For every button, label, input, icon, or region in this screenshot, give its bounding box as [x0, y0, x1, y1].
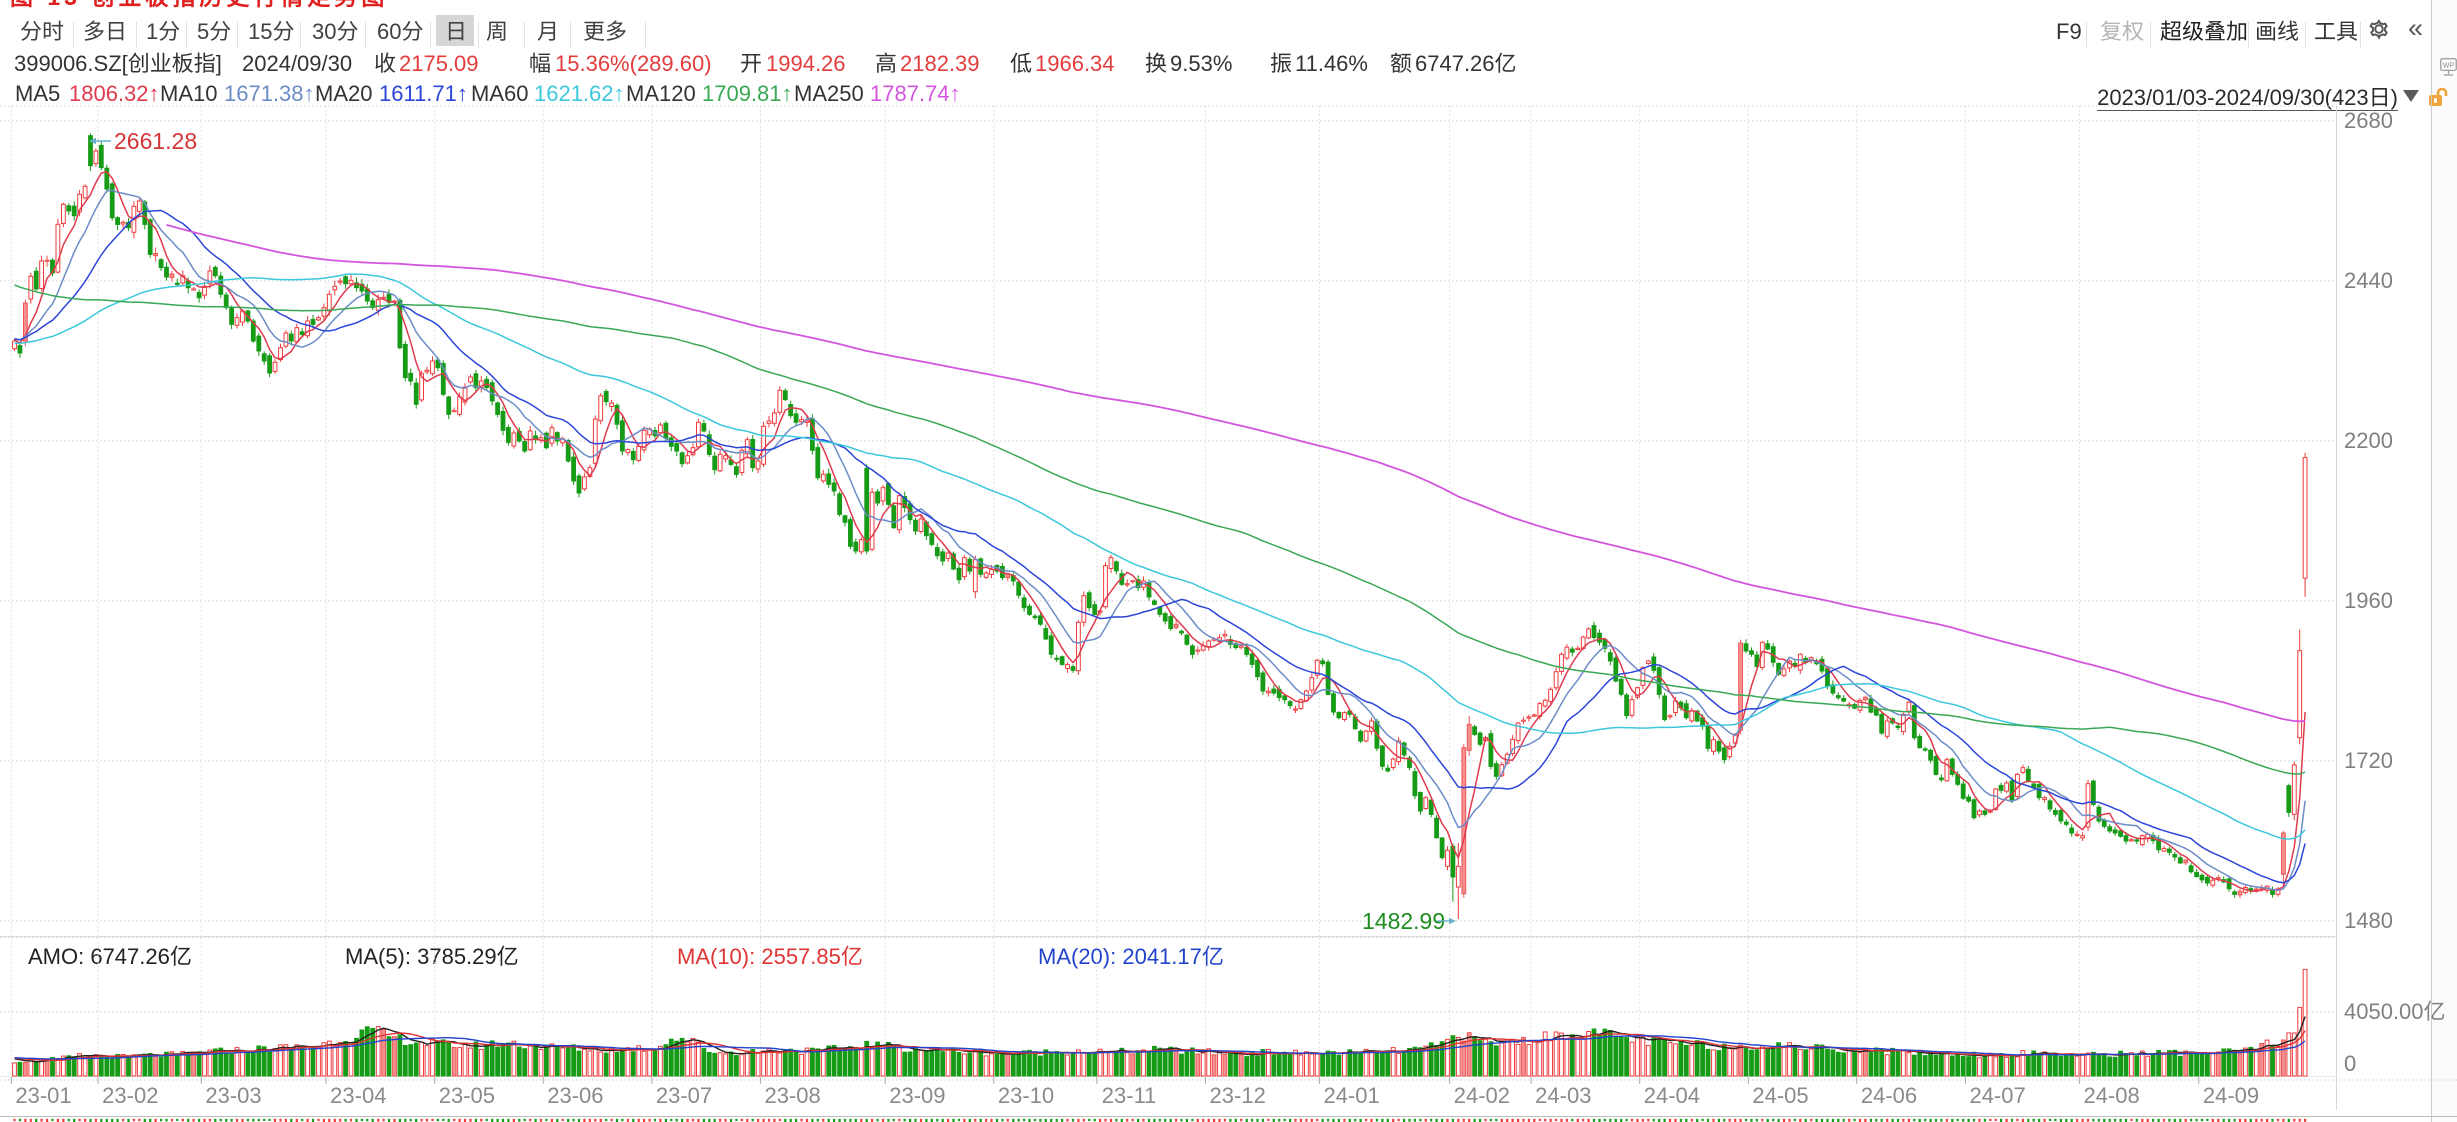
- svg-text:23-08: 23-08: [764, 1083, 820, 1108]
- svg-text:23-01: 23-01: [15, 1083, 71, 1108]
- svg-text:0: 0: [2344, 1051, 2356, 1076]
- svg-text:2680: 2680: [2344, 108, 2393, 133]
- svg-text:23-09: 23-09: [889, 1083, 945, 1108]
- svg-text:WP: WP: [2443, 63, 2455, 70]
- svg-text:23-10: 23-10: [998, 1083, 1054, 1108]
- svg-text:4050.00亿: 4050.00亿: [2344, 999, 2446, 1024]
- svg-text:24-04: 24-04: [1644, 1083, 1700, 1108]
- svg-text:24-09: 24-09: [2203, 1083, 2259, 1108]
- svg-text:24-03: 24-03: [1535, 1083, 1591, 1108]
- svg-text:2200: 2200: [2344, 428, 2393, 453]
- svg-text:24-06: 24-06: [1861, 1083, 1917, 1108]
- svg-text:1720: 1720: [2344, 748, 2393, 773]
- svg-text:23-07: 23-07: [656, 1083, 712, 1108]
- svg-text:23-03: 23-03: [205, 1083, 261, 1108]
- svg-text:23-04: 23-04: [330, 1083, 386, 1108]
- svg-text:24-01: 24-01: [1323, 1083, 1379, 1108]
- svg-text:1480: 1480: [2344, 908, 2393, 933]
- svg-text:24-07: 24-07: [1969, 1083, 2025, 1108]
- svg-text:2440: 2440: [2344, 268, 2393, 293]
- svg-text:23-11: 23-11: [1102, 1083, 1157, 1108]
- svg-text:24-05: 24-05: [1752, 1083, 1808, 1108]
- svg-text:24-02: 24-02: [1454, 1083, 1510, 1108]
- svg-text:1482.99: 1482.99: [1362, 908, 1445, 934]
- svg-text:2661.28: 2661.28: [114, 128, 197, 154]
- svg-text:23-06: 23-06: [547, 1083, 603, 1108]
- svg-text:1960: 1960: [2344, 588, 2393, 613]
- svg-text:23-12: 23-12: [1210, 1083, 1266, 1108]
- svg-text:23-05: 23-05: [439, 1083, 495, 1108]
- svg-text:23-02: 23-02: [102, 1083, 158, 1108]
- svg-text:24-08: 24-08: [2083, 1083, 2139, 1108]
